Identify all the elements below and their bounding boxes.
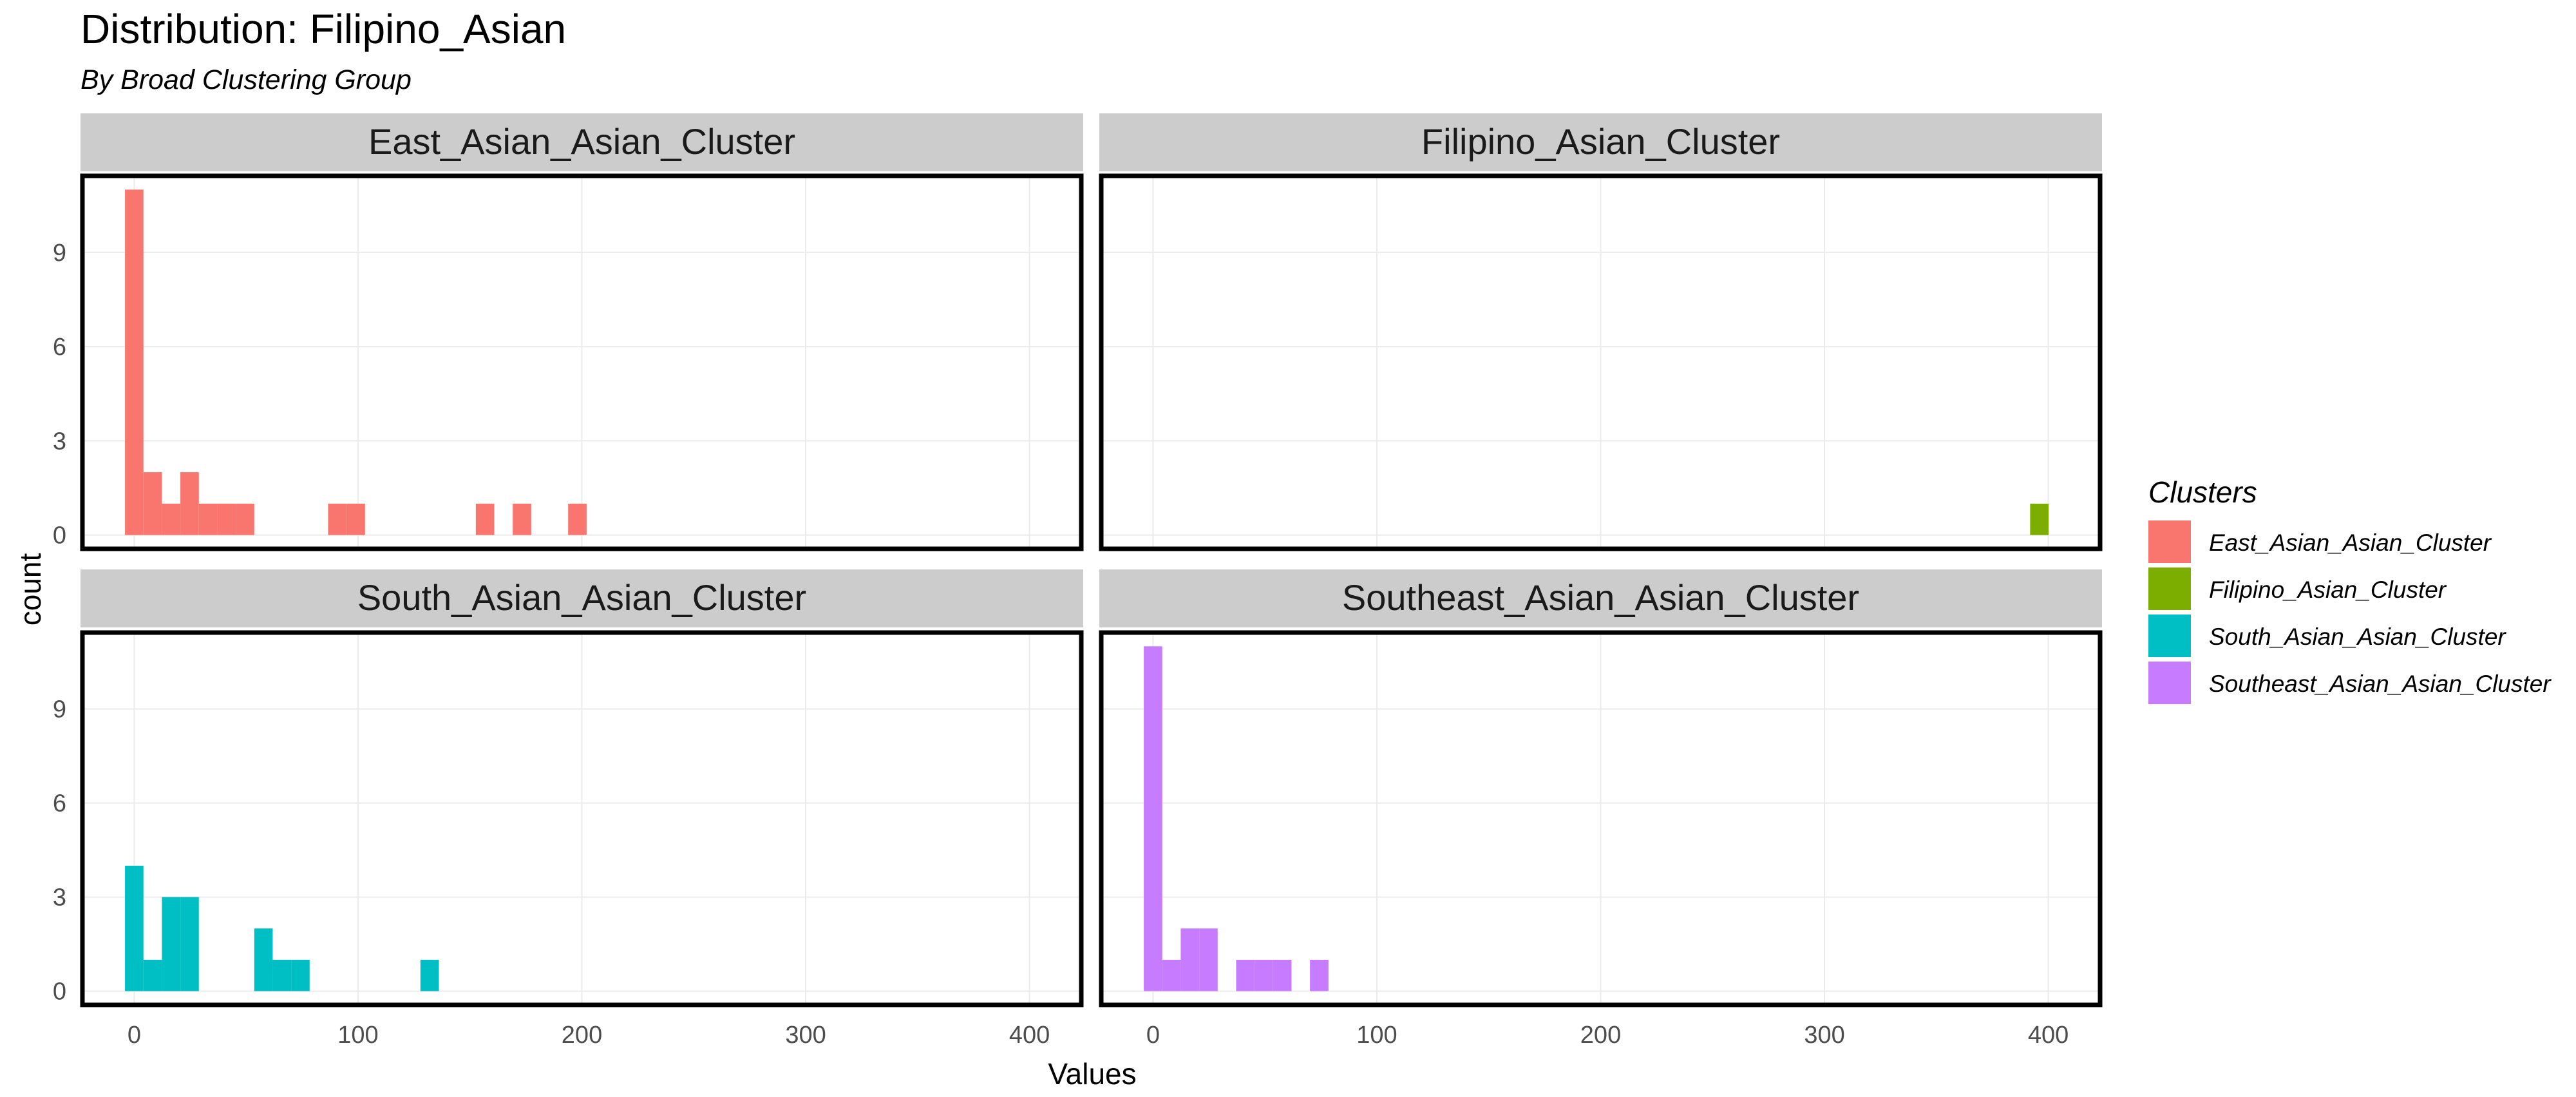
histogram-bar xyxy=(180,897,199,991)
y-tick-label: 6 xyxy=(53,790,66,817)
histogram-bar xyxy=(236,503,254,535)
y-tick-label: 0 xyxy=(53,978,66,1006)
histogram-bar xyxy=(1236,960,1255,991)
legend-title: Clusters xyxy=(2148,475,2257,509)
legend-key xyxy=(2148,662,2191,704)
x-tick-label: 300 xyxy=(1804,1022,1844,1049)
panels-layer: East_Asian_Asian_Cluster 0 3 6 9 Filipino_Asi… xyxy=(53,113,2103,1049)
histogram-bar xyxy=(125,189,144,535)
panel-Filipino_Asian_Cluster: Filipino_Asian_Cluster xyxy=(1099,113,2103,551)
facet-strip xyxy=(80,569,1083,627)
histogram-bar xyxy=(143,960,162,991)
legend-key xyxy=(2148,615,2191,657)
facet-strip-label: East_Asian_Asian_Cluster xyxy=(368,121,795,162)
panel-border xyxy=(80,630,1084,1007)
histogram-bar xyxy=(180,472,199,535)
histogram-bar xyxy=(1180,928,1200,991)
y-tick-label: 3 xyxy=(53,428,66,455)
y-tick-label: 0 xyxy=(53,522,66,549)
panel-South_Asian_Asian_Cluster: South_Asian_Asian_Cluster 0 3 6 9 0 100 200 300 4… xyxy=(53,569,1084,1049)
histogram-bar xyxy=(291,960,310,991)
x-tick-label: 200 xyxy=(1580,1022,1621,1049)
x-tick-label: 0 xyxy=(1146,1022,1160,1049)
histogram-bar xyxy=(254,928,273,991)
legend-key xyxy=(2148,568,2191,610)
y-tick-label: 6 xyxy=(53,334,66,361)
legend: Clusters East_Asian_Asian_Cluster Filipin… xyxy=(2148,475,2552,704)
x-tick-label: 400 xyxy=(2028,1022,2069,1049)
histogram-bar xyxy=(1273,960,1292,991)
histogram-bar xyxy=(1144,646,1162,991)
histogram-bar xyxy=(328,503,347,535)
panel-East_Asian_Asian_Cluster: East_Asian_Asian_Cluster 0 3 6 9 xyxy=(53,113,1084,551)
x-tick-label: 300 xyxy=(785,1022,826,1049)
facet-strip-label: Southeast_Asian_Asian_Cluster xyxy=(1342,577,1859,618)
histogram-bar xyxy=(125,866,144,991)
panel-Southeast_Asian_Asian_Cluster: Southeast_Asian_Asian_Cluster 0 100 200 300 4… xyxy=(1099,569,2103,1049)
histogram-bar xyxy=(217,503,236,535)
histogram-bar xyxy=(1162,960,1181,991)
legend-label: South_Asian_Asian_Cluster xyxy=(2209,624,2506,650)
chart-subtitle: By Broad Clustering Group xyxy=(80,64,412,95)
facet-strip-label: Filipino_Asian_Cluster xyxy=(1421,121,1780,162)
x-tick-label: 100 xyxy=(337,1022,378,1049)
histogram-bar xyxy=(513,503,531,535)
histogram-bar xyxy=(568,503,587,535)
legend-label: East_Asian_Asian_Cluster xyxy=(2209,529,2492,556)
chart-title: Distribution: Filipino_Asian xyxy=(80,6,567,52)
histogram-bar xyxy=(143,472,162,535)
histogram-bar xyxy=(346,503,365,535)
histogram-bar xyxy=(1310,960,1329,991)
facet-strip xyxy=(80,113,1083,171)
x-tick-label: 100 xyxy=(1356,1022,1397,1049)
facet-strip-label: South_Asian_Asian_Cluster xyxy=(357,577,806,618)
y-tick-label: 3 xyxy=(53,884,66,911)
histogram-bar xyxy=(2030,503,2049,535)
histogram-bar xyxy=(1199,928,1218,991)
panel-border xyxy=(1099,173,2103,551)
histogram-bar xyxy=(420,960,439,991)
facet-strip xyxy=(1099,569,2102,627)
legend-label: Southeast_Asian_Asian_Cluster xyxy=(2209,671,2552,697)
histogram-bar xyxy=(1255,960,1273,991)
panel-border xyxy=(1099,630,2103,1007)
legend-label: Filipino_Asian_Cluster xyxy=(2209,577,2447,603)
panel-border xyxy=(80,173,1084,551)
y-axis-title: count xyxy=(14,553,47,626)
x-tick-label: 200 xyxy=(562,1022,602,1049)
x-axis-title: Values xyxy=(1048,1057,1136,1091)
histogram-bar xyxy=(198,503,218,535)
histogram-bar xyxy=(162,503,181,535)
y-tick-label: 9 xyxy=(53,240,66,267)
facet-strip xyxy=(1099,113,2102,171)
legend-key xyxy=(2148,520,2191,563)
histogram-bar xyxy=(475,503,495,535)
x-tick-label: 400 xyxy=(1009,1022,1050,1049)
y-tick-label: 9 xyxy=(53,696,66,723)
x-tick-label: 0 xyxy=(128,1022,141,1049)
histogram-bar xyxy=(272,960,292,991)
histogram-bar xyxy=(162,897,181,991)
